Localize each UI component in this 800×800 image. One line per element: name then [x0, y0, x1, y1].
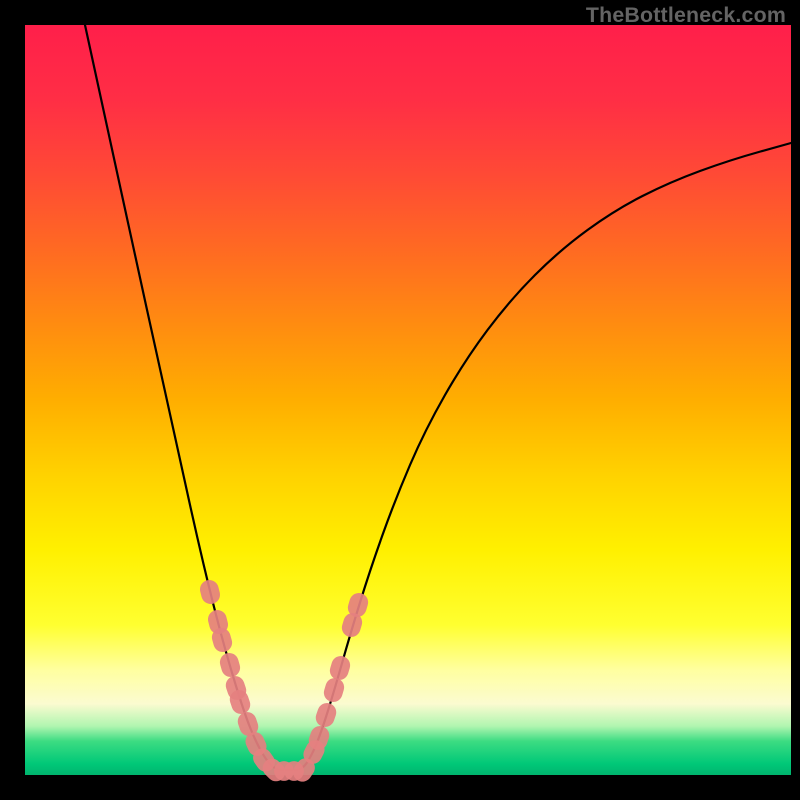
bottleneck-v-chart — [0, 0, 800, 800]
marker-valley-1 — [284, 761, 304, 781]
marker-right-3 — [313, 701, 339, 730]
chart-container: TheBottleneck.com — [0, 0, 800, 800]
marker-left-0 — [198, 578, 222, 606]
marker-group — [198, 578, 370, 785]
marker-left-3 — [218, 651, 243, 679]
v-curve — [85, 25, 791, 770]
marker-right-4 — [322, 676, 347, 704]
marker-right-5 — [328, 654, 353, 682]
curve-group — [85, 25, 791, 770]
